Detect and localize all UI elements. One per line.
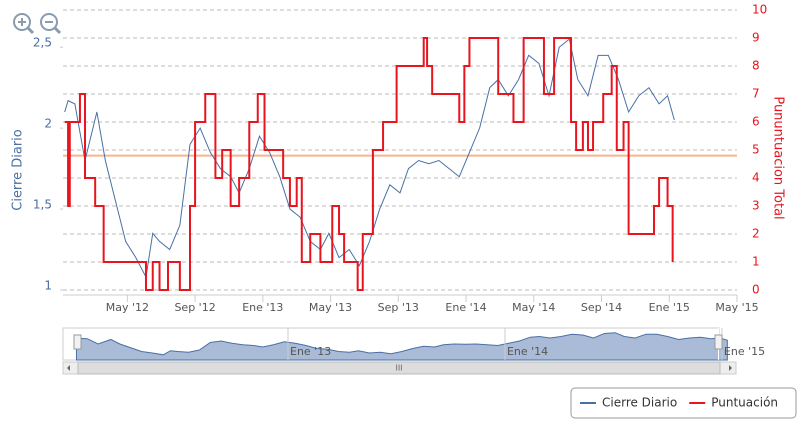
y-axis-title: Cierre Diario xyxy=(11,129,26,211)
y-tick-label: 1,5 xyxy=(33,198,52,212)
legend: Cierre Diario Puntuación xyxy=(570,387,797,419)
y2-tick-label: 5 xyxy=(752,143,760,157)
legend-label: Cierre Diario xyxy=(602,396,677,410)
y2-tick-label: 10 xyxy=(752,3,767,17)
navigator-tick-label: Ene '15 xyxy=(724,345,765,358)
navigator-handle-right[interactable] xyxy=(714,334,723,350)
y2-tick-label: 1 xyxy=(752,255,760,269)
y2-tick-label: 3 xyxy=(752,199,760,213)
navigator-handle-left[interactable] xyxy=(73,334,82,350)
scrollbar[interactable]: III xyxy=(62,361,737,375)
y2-tick-label: 8 xyxy=(752,59,760,73)
x-tick-label: Sep '13 xyxy=(378,301,419,314)
y2-tick-label: 2 xyxy=(752,227,760,241)
y2-tick-label: 4 xyxy=(752,171,760,185)
navigator-tick-label: Ene '14 xyxy=(507,345,548,358)
navigator-tick-label: Ene '13 xyxy=(290,345,331,358)
series-line xyxy=(64,37,674,291)
legend-label: Puntuación xyxy=(711,396,778,410)
y2-tick-label: 7 xyxy=(752,87,760,101)
series-line xyxy=(64,38,675,279)
y2-tick-label: 6 xyxy=(752,115,760,129)
x-tick-label: Ene '13 xyxy=(242,301,283,314)
x-tick-label: May '14 xyxy=(512,301,555,314)
x-tick-label: May '13 xyxy=(309,301,352,314)
x-tick-label: Ene '14 xyxy=(445,301,486,314)
y2-tick-label: 9 xyxy=(752,31,760,45)
zoom-out[interactable] xyxy=(40,13,62,35)
y-tick-label: 2,5 xyxy=(33,36,52,50)
y2-tick-label: 0 xyxy=(752,283,760,297)
zoom-in[interactable] xyxy=(13,13,35,35)
x-tick-label: Ene '15 xyxy=(649,301,690,314)
x-tick-label: May '15 xyxy=(715,301,758,314)
navigator-area xyxy=(75,332,728,361)
x-tick-label: May '12 xyxy=(106,301,149,314)
y-tick-label: 1 xyxy=(44,279,52,293)
y-tick-label: 2 xyxy=(44,117,52,131)
x-tick-label: Sep '12 xyxy=(174,301,215,314)
svg-text:III: III xyxy=(395,364,402,373)
y2-axis-title: Pununtuacion Total xyxy=(771,96,786,219)
x-tick-label: Sep '14 xyxy=(581,301,622,314)
